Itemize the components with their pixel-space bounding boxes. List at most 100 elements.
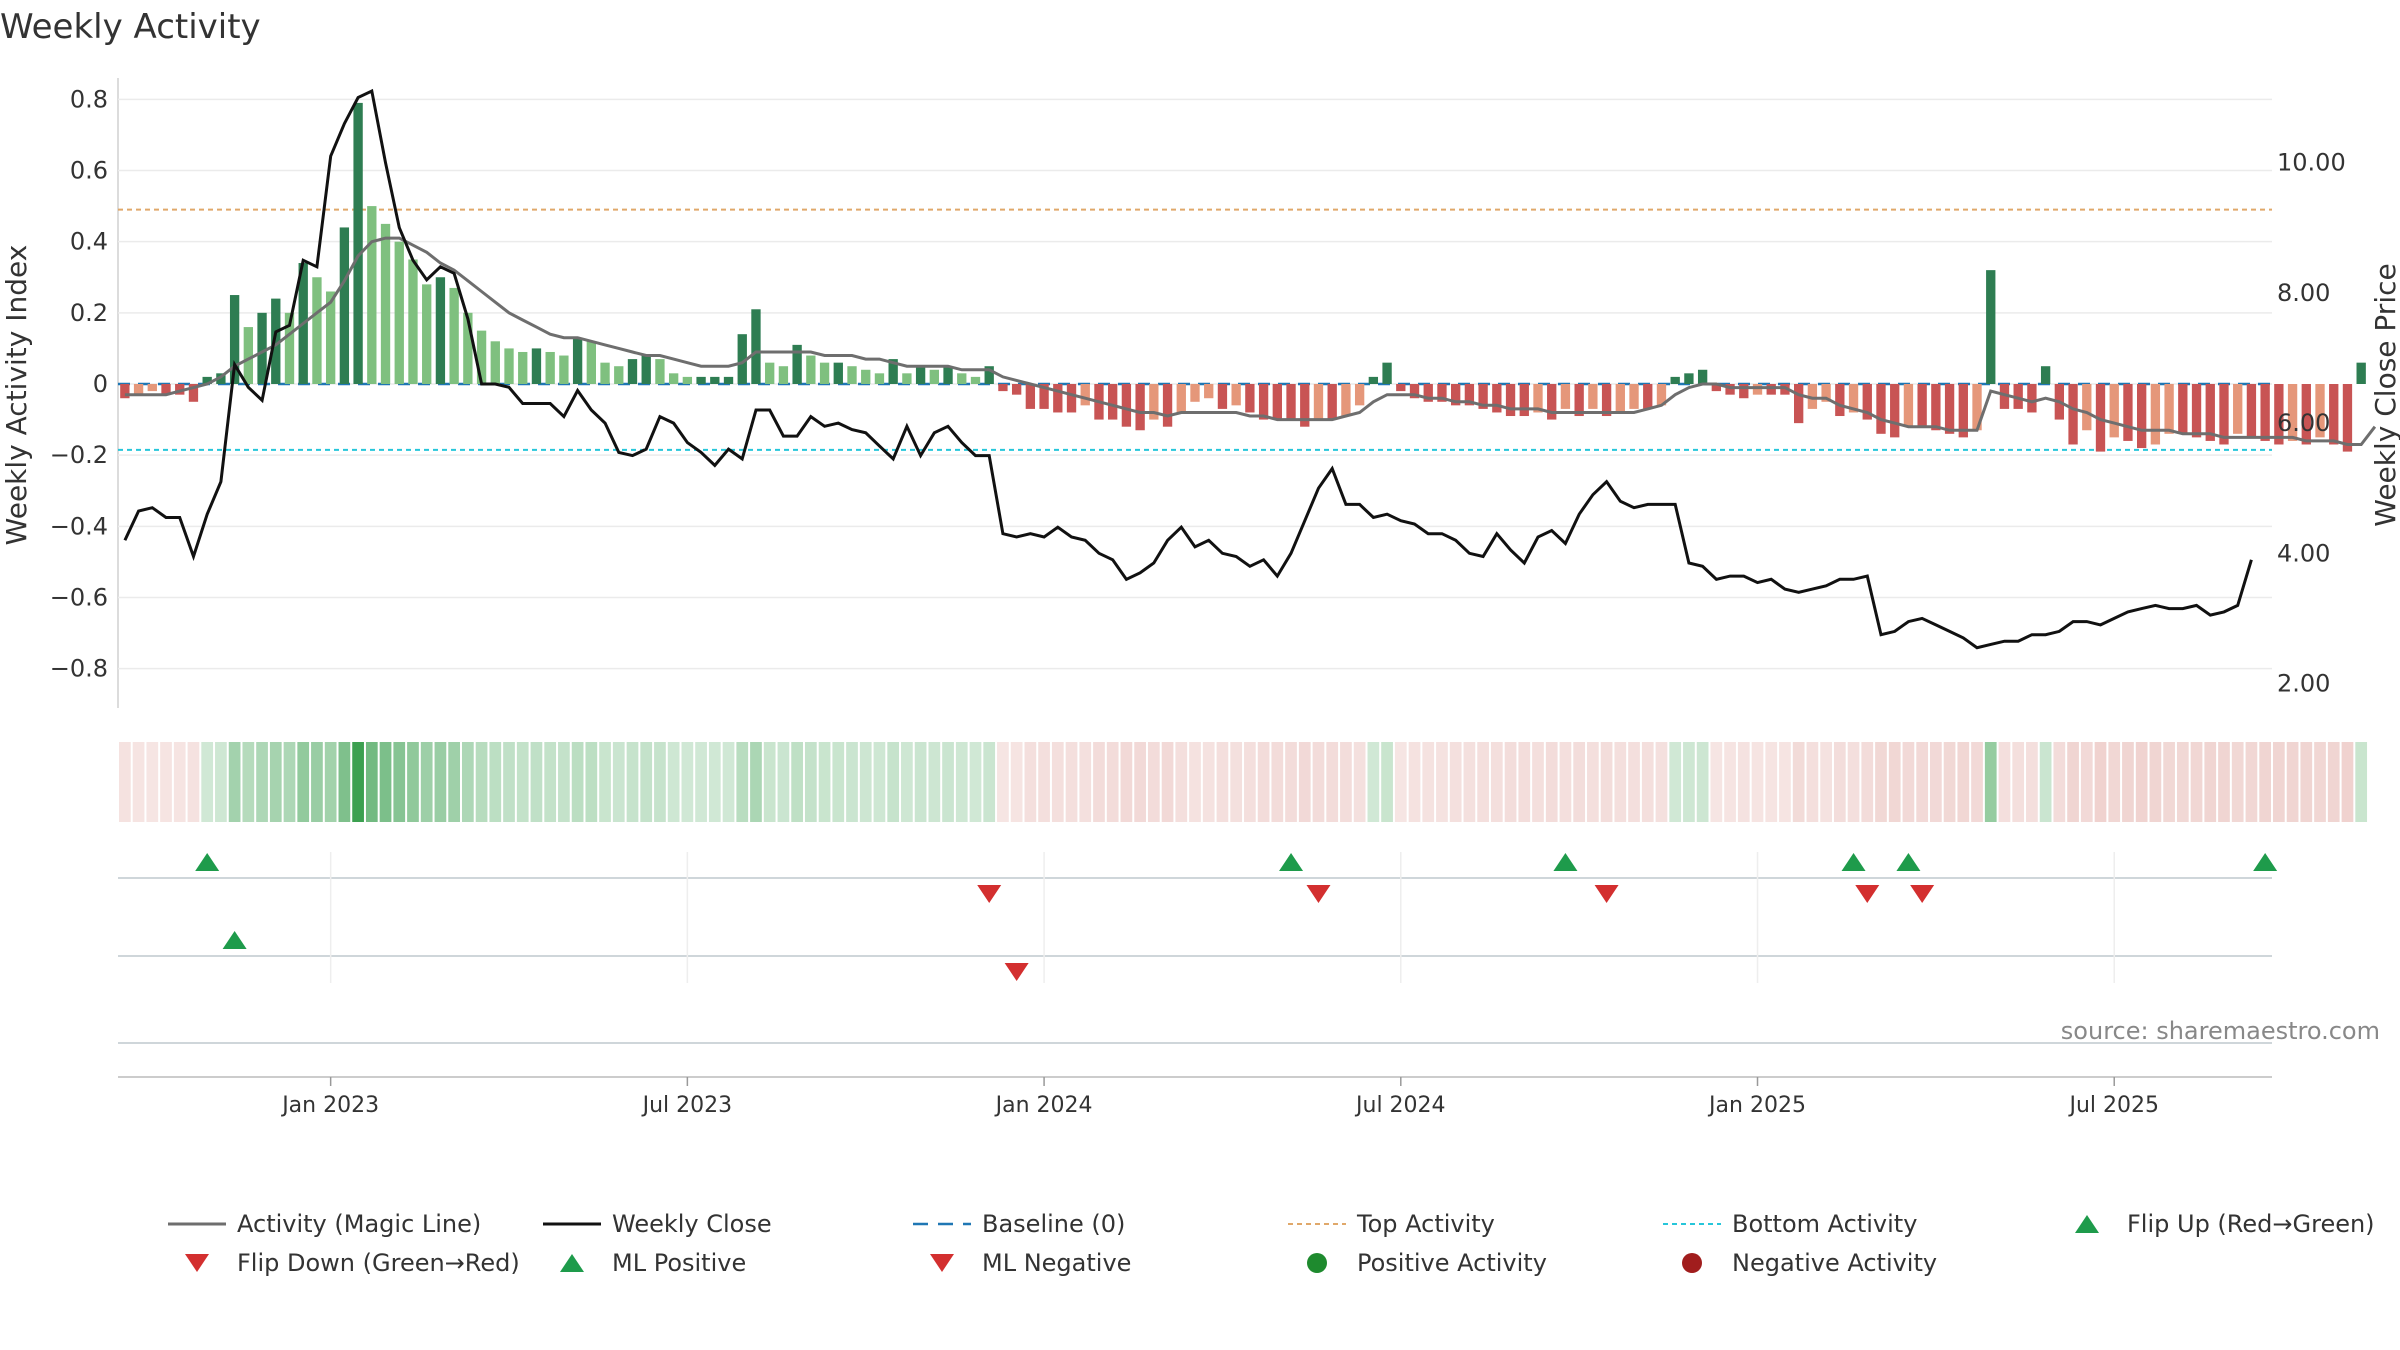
activity-bar xyxy=(463,312,473,384)
activity-bar xyxy=(1794,384,1804,424)
activity-bar xyxy=(1354,384,1365,406)
heat-cell xyxy=(1079,742,1092,822)
y-tick-label: −0.2 xyxy=(50,441,108,469)
activity-bar xyxy=(422,284,432,384)
activity-bar xyxy=(1890,384,1900,438)
activity-bar xyxy=(1121,384,1132,427)
activity-bar xyxy=(1464,384,1475,406)
activity-bar xyxy=(1821,384,1831,402)
heat-cell xyxy=(928,742,941,822)
legend-label: Flip Down (Green→Red) xyxy=(237,1249,520,1277)
activity-bar xyxy=(778,366,789,384)
legend-item: Weekly Close xyxy=(543,1210,772,1238)
heat-cell xyxy=(1820,742,1832,822)
heat-cell xyxy=(1998,742,2011,822)
y-tick-label: 0.8 xyxy=(70,85,108,113)
heat-cell xyxy=(1559,742,1572,822)
flip-down-marker xyxy=(1306,885,1331,903)
flip-up-marker xyxy=(1279,853,1304,871)
legend-swatch xyxy=(930,1254,954,1272)
activity-bar xyxy=(1601,384,1612,417)
heat-cell xyxy=(750,742,762,822)
heat-cell xyxy=(585,742,598,822)
heat-cell xyxy=(626,742,639,822)
activity-bar xyxy=(2329,384,2339,445)
heat-cell xyxy=(612,742,625,822)
legend-label: Flip Up (Red→Green) xyxy=(2127,1210,2375,1238)
heat-cell xyxy=(489,742,502,822)
heat-cell xyxy=(448,742,460,822)
heat-cell xyxy=(1408,742,1421,822)
activity-bar xyxy=(1478,384,1488,409)
heat-cell xyxy=(2231,742,2244,822)
activity-bar xyxy=(874,373,885,384)
heat-cell xyxy=(1875,742,1887,822)
x-tick-label: Jul 2024 xyxy=(1354,1093,1446,1118)
activity-bar xyxy=(1739,384,1749,399)
legend-label: Bottom Activity xyxy=(1732,1210,1917,1238)
chart-title: Weekly Activity xyxy=(0,7,261,47)
heat-cell xyxy=(763,742,776,822)
activity-bar xyxy=(1135,384,1145,431)
heat-cell xyxy=(2300,742,2313,822)
heat-cell xyxy=(708,742,721,822)
flip-up-marker xyxy=(1896,853,1921,871)
heat-cell xyxy=(1532,742,1544,822)
y-axis-ticks: 0.8 0.6 0.4 0.2 0 −0.2 −0.4 −0.6 −0.8 xyxy=(50,85,108,682)
heat-cell xyxy=(393,742,406,822)
activity-bar xyxy=(2136,384,2147,449)
heat-cell xyxy=(2149,742,2162,822)
activity-bar xyxy=(1533,384,1543,413)
heat-cell xyxy=(1779,742,1791,822)
activity-bar xyxy=(888,359,898,384)
legend-item: Activity (Magic Line) xyxy=(168,1210,481,1238)
heat-cell xyxy=(1545,742,1558,822)
heat-cell xyxy=(297,742,310,822)
weekly-close-line xyxy=(123,88,2253,650)
heat-cell xyxy=(1490,742,1503,822)
heat-cell xyxy=(1216,742,1229,822)
activity-bar xyxy=(1053,384,1063,413)
activity-bar xyxy=(161,384,171,395)
heat-cell xyxy=(1353,742,1366,822)
activity-bar xyxy=(1643,384,1653,409)
heat-cell xyxy=(407,742,419,822)
activity-bar xyxy=(175,384,185,395)
y-tick-label: −0.6 xyxy=(50,583,108,611)
heat-cell xyxy=(1751,742,1764,822)
activity-bar xyxy=(1917,384,1927,427)
heat-cell xyxy=(1463,742,1476,822)
activity-bar xyxy=(970,376,981,384)
heat-cell xyxy=(461,742,474,822)
activity-bar xyxy=(1505,384,1516,417)
activity-bar xyxy=(984,366,994,384)
legend-item: Flip Down (Green→Red) xyxy=(185,1249,520,1277)
activity-bar xyxy=(1451,384,1461,406)
heat-cell xyxy=(1381,742,1393,822)
heat-cell xyxy=(955,742,968,822)
activity-bar xyxy=(435,277,446,384)
heat-cell xyxy=(1147,742,1160,822)
activity-bar xyxy=(682,376,693,384)
heat-cell xyxy=(1477,742,1489,822)
heat-cell xyxy=(2012,742,2025,822)
heat-cell xyxy=(119,742,131,822)
activity-bar xyxy=(2233,384,2243,434)
heat-cell xyxy=(2094,742,2107,822)
activity-bar xyxy=(2123,384,2133,441)
heat-cell xyxy=(1065,742,1078,822)
y2-tick-label: 2.00 xyxy=(2277,669,2330,697)
legend-item: Flip Up (Red→Green) xyxy=(2075,1210,2375,1238)
activity-bar xyxy=(1108,384,1118,420)
heat-cell xyxy=(1161,742,1174,822)
y2-tick-label: 6.00 xyxy=(2277,409,2330,437)
heat-cell xyxy=(1340,742,1352,822)
activity-bar xyxy=(1629,384,1639,409)
heat-cell xyxy=(2122,742,2134,822)
heat-cell xyxy=(242,742,255,822)
activity-bar xyxy=(572,337,583,384)
heat-cell xyxy=(640,742,653,822)
heat-cell xyxy=(1943,742,1956,822)
activity-bar xyxy=(1313,384,1324,420)
heat-cell xyxy=(832,742,845,822)
